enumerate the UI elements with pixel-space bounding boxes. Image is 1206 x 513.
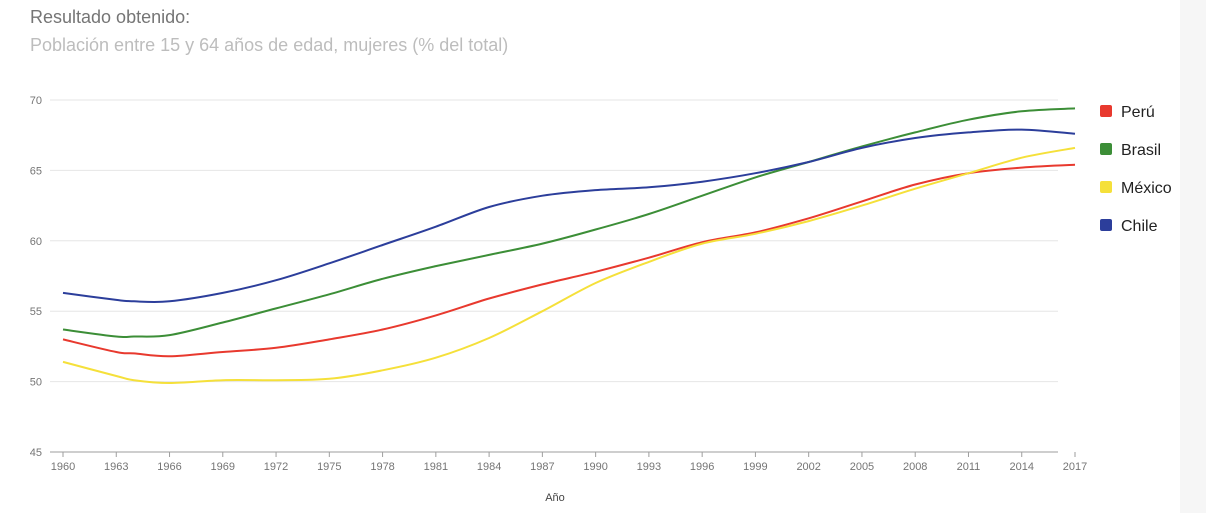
series-line-brasil — [62, 107, 1076, 339]
x-axis: 1960 1963 1966 1969 1972 1975 1978 1981 1984 1987… — [51, 452, 1087, 473]
x-tick-label: 1960 — [51, 461, 75, 473]
chart-subtitle: Población entre 15 y 64 años de edad, mu… — [30, 35, 509, 55]
series-line-mexico — [62, 146, 1076, 385]
x-tick-label: 2002 — [796, 461, 820, 473]
x-axis-label: Año — [545, 492, 565, 504]
x-tick-label: 2014 — [1009, 461, 1033, 473]
legend-label: Perú — [1121, 104, 1155, 121]
x-tick-label: 1963 — [104, 461, 128, 473]
x-tick-label: 2005 — [850, 461, 874, 473]
x-tick-label: 1975 — [317, 461, 341, 473]
x-tick-label: 1996 — [690, 461, 714, 473]
chart-title: Resultado obtenido: — [30, 7, 191, 27]
legend-label: Brasil — [1121, 142, 1161, 159]
x-tick-label: 1993 — [637, 461, 661, 473]
chart-card: Resultado obtenido: Población entre 15 y… — [29, 7, 1172, 504]
y-tick-label: 50 — [30, 377, 42, 389]
y-tick-label: 55 — [30, 306, 42, 318]
x-tick-label: 1990 — [583, 461, 607, 473]
legend-swatch — [1100, 181, 1112, 193]
x-tick-label: 1984 — [477, 461, 501, 473]
series-line-peru — [62, 163, 1076, 358]
y-axis: 45 50 55 60 65 70 — [30, 95, 42, 459]
x-tick-label: 1999 — [743, 461, 767, 473]
x-tick-label: 1966 — [157, 461, 181, 473]
y-tick-label: 70 — [30, 95, 42, 107]
x-tick-label: 1969 — [211, 461, 235, 473]
legend-swatch — [1100, 105, 1112, 117]
y-tick-label: 65 — [30, 165, 42, 177]
x-tick-label: 1987 — [530, 461, 554, 473]
legend-swatch — [1100, 143, 1112, 155]
x-tick-label: 2008 — [903, 461, 927, 473]
grid-lines — [50, 99, 1058, 453]
y-tick-label: 60 — [30, 236, 42, 248]
x-tick-label: 2011 — [957, 461, 981, 473]
x-tick-label: 2017 — [1063, 461, 1087, 473]
series-line-chile — [62, 128, 1076, 304]
x-tick-label: 1972 — [264, 461, 288, 473]
x-tick-label: 1978 — [370, 461, 394, 473]
y-tick-label: 45 — [30, 447, 42, 459]
x-tick-label: 1981 — [424, 461, 448, 473]
legend: Perú Brasil México Chile — [1100, 104, 1172, 235]
legend-swatch — [1100, 219, 1112, 231]
series-lines — [62, 107, 1076, 385]
legend-label: Chile — [1121, 218, 1158, 235]
legend-label: México — [1121, 180, 1172, 197]
